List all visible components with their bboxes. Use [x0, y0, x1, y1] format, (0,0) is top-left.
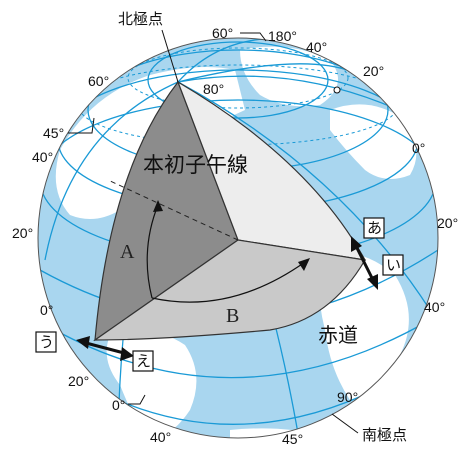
deg-lat-60-left: 60° — [88, 73, 109, 89]
angle-b-arrowhead — [298, 258, 310, 271]
arrow-u-e — [76, 336, 134, 361]
north-pole-leader — [161, 29, 179, 83]
deg-lat-20-right: 20° — [437, 215, 458, 231]
leader-45-left — [68, 117, 95, 134]
land-greenland — [240, 46, 338, 107]
north-pole-label: 北極点 — [118, 10, 163, 28]
angle-a-label: A — [120, 241, 135, 263]
deg-lat-20-upper-right: 20° — [363, 63, 384, 79]
deg-lat-0-right: 0° — [412, 140, 425, 156]
land-europe — [330, 104, 417, 179]
svg-text:え: え — [136, 352, 151, 370]
deg-lon-40-top: 40° — [306, 39, 327, 55]
deg-lat-80: 80° — [203, 81, 224, 97]
deg-lat-20-lower-left: 20° — [68, 373, 89, 389]
equator-label: 赤道 — [318, 323, 358, 347]
svg-text:う: う — [39, 333, 54, 351]
svg-text:い: い — [386, 256, 401, 274]
deg-lat-20-left: 20° — [12, 225, 33, 241]
boxed-label-i: い — [382, 254, 404, 276]
globe-outline — [37, 37, 439, 439]
deg-lon-0-bottom: 0° — [112, 397, 125, 413]
svg-text:あ: あ — [367, 219, 382, 237]
deg-lon-180: 180° — [268, 28, 297, 44]
angle-a-arrowhead — [153, 200, 163, 212]
leader-south-pole — [331, 413, 359, 434]
arrow-a-i — [351, 236, 378, 290]
deg-lat-0-left: 0° — [40, 302, 53, 318]
boxed-label-a: あ — [363, 217, 385, 239]
deg-lat-45-left: 45° — [43, 125, 64, 141]
north-pole-dot — [333, 86, 341, 94]
south-pole-label: 南極点 — [362, 426, 407, 444]
boxed-label-u: う — [35, 331, 57, 353]
deg-lat-40-right: 40° — [424, 299, 445, 315]
land-south-america — [106, 330, 197, 438]
leader-0-bottom — [128, 394, 146, 405]
leader-180 — [240, 32, 267, 42]
deg-lat-40-left: 40° — [32, 149, 53, 165]
deg-lon-90-bottom: 90° — [337, 389, 358, 405]
wedge-face-bottom — [93, 239, 366, 341]
angle-a-arc — [146, 204, 159, 299]
angle-b-label: B — [226, 305, 239, 327]
boxed-label-e: え — [132, 350, 154, 372]
deg-lon-40-bottom: 40° — [150, 429, 171, 445]
deg-lon-45-bottom: 45° — [282, 431, 303, 447]
land-antarctic-edge — [230, 428, 320, 438]
angle-b-arc — [151, 261, 306, 303]
center-dashed-line — [107, 179, 239, 241]
deg-lon-60-top: 60° — [212, 25, 233, 41]
prime-meridian-label: 本初子午線 — [143, 153, 248, 177]
